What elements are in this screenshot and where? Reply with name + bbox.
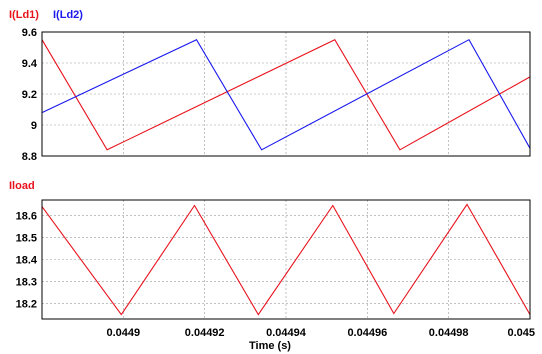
series-line-iload (41, 203, 531, 316)
x-tick-label: 0.0449 (107, 327, 141, 339)
x-tick-label: 0.04498 (429, 327, 469, 339)
y-tick-label: 18.6 (16, 210, 37, 222)
x-axis-label: Time (s) (249, 340, 291, 352)
y-tick-label: 9.4 (22, 58, 38, 70)
top-panel: I(Ld1) I(Ld2) 9.6 9.4 9.2 9 8.8 (9, 9, 531, 163)
bottom-panel: Iload 18.6 18.5 18.4 18.3 18.2 0.0449 0.04492… (9, 180, 535, 352)
y-tick-label: 18.4 (16, 255, 38, 267)
plot-area-top (41, 31, 531, 157)
traces-top (41, 38, 531, 151)
traces-bottom (41, 203, 531, 316)
legend-entry-iload: Iload (9, 180, 35, 192)
x-tick-label: 0.04492 (185, 327, 225, 339)
x-tick-label: 0.04496 (347, 327, 387, 339)
x-tick-label: 0.04494 (266, 327, 307, 339)
x-axis-bottom: 0.0449 0.04492 0.04494 0.04496 0.04498 0.045 (107, 327, 535, 339)
y-tick-label: 8.8 (22, 151, 37, 163)
series-line-i-ld2 (41, 38, 531, 151)
grid-bottom (42, 200, 530, 319)
y-tick-label: 9.2 (22, 89, 37, 101)
series-line-i-ld1 (41, 38, 531, 151)
y-axis-top: 9.6 9.4 9.2 9 8.8 (22, 27, 38, 163)
y-axis-bottom: 18.6 18.5 18.4 18.3 18.2 (16, 210, 38, 310)
y-tick-label: 9 (31, 120, 37, 132)
legend-entry-ild2: I(Ld2) (53, 9, 83, 21)
y-tick-label: 18.3 (16, 277, 37, 289)
y-tick-label: 18.5 (16, 232, 37, 244)
y-tick-label: 9.6 (22, 27, 37, 39)
x-tick-label: 0.045 (507, 327, 535, 339)
legend-entry-ild1: I(Ld1) (9, 9, 39, 21)
plot-area-bottom (41, 199, 531, 320)
y-tick-label: 18.2 (16, 299, 37, 311)
